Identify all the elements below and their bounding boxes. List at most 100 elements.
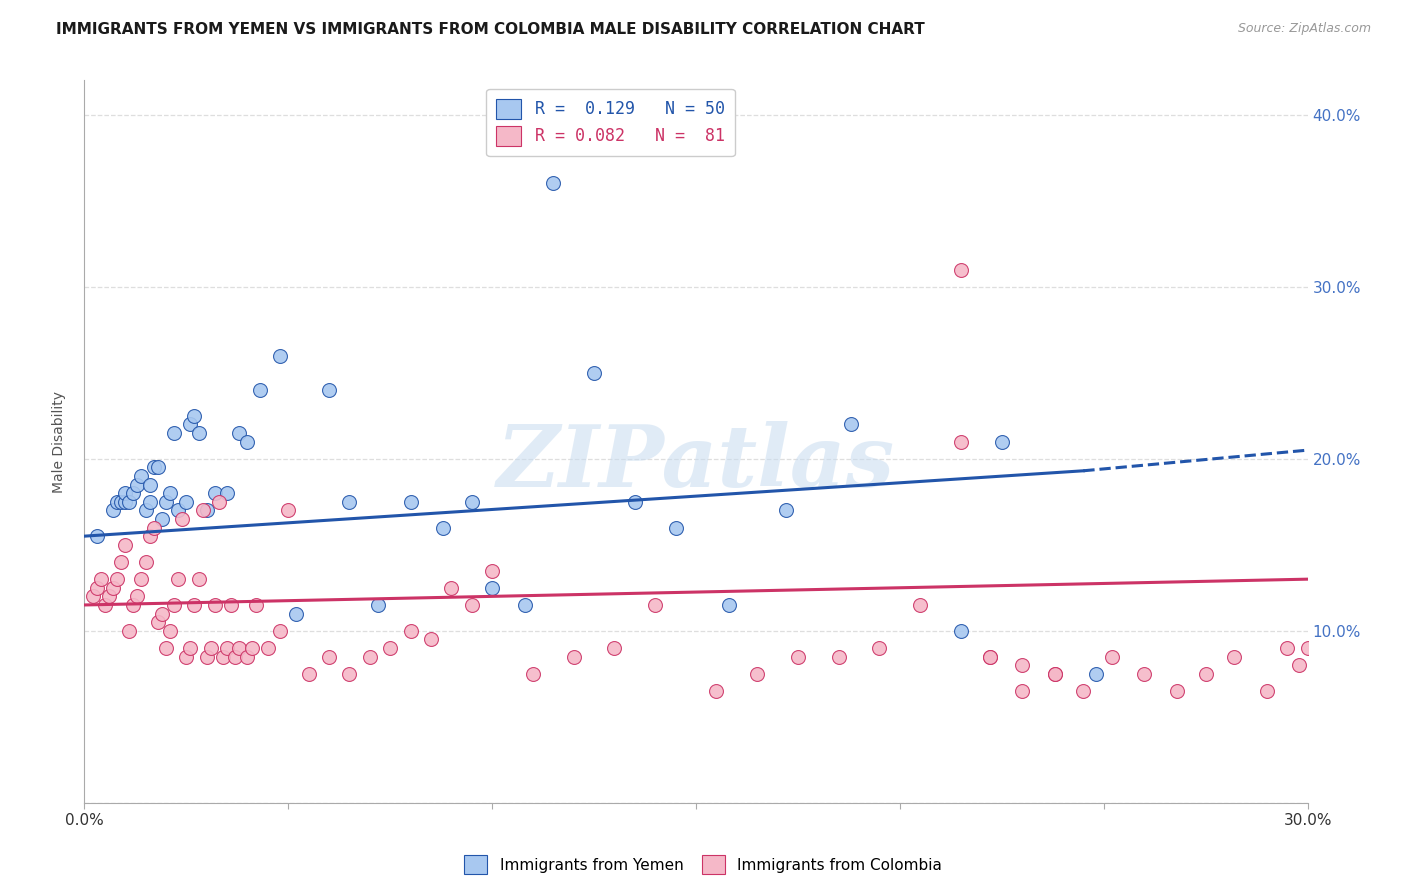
Point: [543, 177, 565, 191]
Point: [163, 425, 186, 440]
Point: [717, 598, 740, 612]
Point: [93, 598, 115, 612]
Point: [208, 494, 231, 508]
Point: [399, 624, 422, 638]
Point: [1043, 666, 1066, 681]
Point: [359, 649, 381, 664]
Legend: R =  0.129   N = 50, R = 0.082   N =  81: R = 0.129 N = 50, R = 0.082 N = 81: [486, 88, 734, 156]
Point: [950, 262, 973, 277]
Point: [122, 486, 145, 500]
Point: [183, 409, 205, 423]
Point: [110, 555, 132, 569]
Point: [127, 477, 149, 491]
Point: [787, 649, 810, 664]
Point: [236, 649, 259, 664]
Point: [747, 666, 769, 681]
Point: [142, 460, 165, 475]
Point: [979, 649, 1001, 664]
Point: [1256, 684, 1278, 698]
Point: [318, 383, 340, 397]
Point: [86, 581, 108, 595]
Point: [432, 520, 454, 534]
Point: [1277, 640, 1299, 655]
Point: [1011, 684, 1033, 698]
Point: [644, 598, 666, 612]
Point: [183, 598, 205, 612]
Point: [163, 598, 186, 612]
Point: [150, 512, 173, 526]
Point: [522, 666, 544, 681]
Point: [440, 581, 463, 595]
Point: [90, 572, 112, 586]
Point: [155, 640, 177, 655]
Point: [399, 494, 422, 508]
Point: [114, 538, 136, 552]
Point: [146, 460, 169, 475]
Point: [624, 494, 647, 508]
Point: [249, 383, 271, 397]
Point: [339, 494, 361, 508]
Point: [187, 572, 209, 586]
Text: ZIPatlas: ZIPatlas: [496, 421, 896, 505]
Point: [138, 477, 160, 491]
Point: [562, 649, 585, 664]
Point: [1133, 666, 1156, 681]
Point: [257, 640, 280, 655]
Point: [131, 572, 153, 586]
Point: [118, 624, 141, 638]
Point: [461, 494, 484, 508]
Point: [187, 425, 209, 440]
Point: [979, 649, 1001, 664]
Point: [1195, 666, 1218, 681]
Point: [1288, 658, 1310, 673]
Point: [219, 598, 242, 612]
Point: [367, 598, 389, 612]
Point: [135, 555, 157, 569]
Point: [236, 434, 259, 449]
Point: [228, 640, 250, 655]
Point: [110, 494, 132, 508]
Point: [298, 666, 321, 681]
Point: [138, 529, 160, 543]
Point: [775, 503, 797, 517]
Point: [420, 632, 443, 647]
Point: [991, 434, 1014, 449]
Point: [174, 494, 197, 508]
Point: [114, 486, 136, 500]
Point: [1011, 658, 1033, 673]
Point: [167, 503, 190, 517]
Point: [200, 640, 222, 655]
Point: [910, 598, 932, 612]
Point: [179, 417, 201, 432]
Legend: Immigrants from Yemen, Immigrants from Colombia: Immigrants from Yemen, Immigrants from C…: [458, 849, 948, 880]
Point: [1166, 684, 1188, 698]
Point: [131, 469, 153, 483]
Point: [118, 494, 141, 508]
Point: [240, 640, 263, 655]
Point: [1073, 684, 1095, 698]
Point: [101, 581, 124, 595]
Point: [1223, 649, 1246, 664]
Point: [122, 598, 145, 612]
Point: [706, 684, 728, 698]
Point: [146, 615, 169, 630]
Point: [82, 590, 104, 604]
Point: [245, 598, 267, 612]
Point: [127, 590, 149, 604]
Point: [481, 564, 503, 578]
Point: [159, 624, 181, 638]
Point: [159, 486, 181, 500]
Point: [277, 503, 299, 517]
Point: [869, 640, 891, 655]
Point: [86, 529, 108, 543]
Point: [105, 494, 128, 508]
Point: [105, 572, 128, 586]
Point: [150, 607, 173, 621]
Text: Source: ZipAtlas.com: Source: ZipAtlas.com: [1237, 22, 1371, 36]
Point: [285, 607, 308, 621]
Point: [1101, 649, 1123, 664]
Point: [204, 486, 226, 500]
Point: [155, 494, 177, 508]
Point: [950, 624, 973, 638]
Point: [195, 649, 218, 664]
